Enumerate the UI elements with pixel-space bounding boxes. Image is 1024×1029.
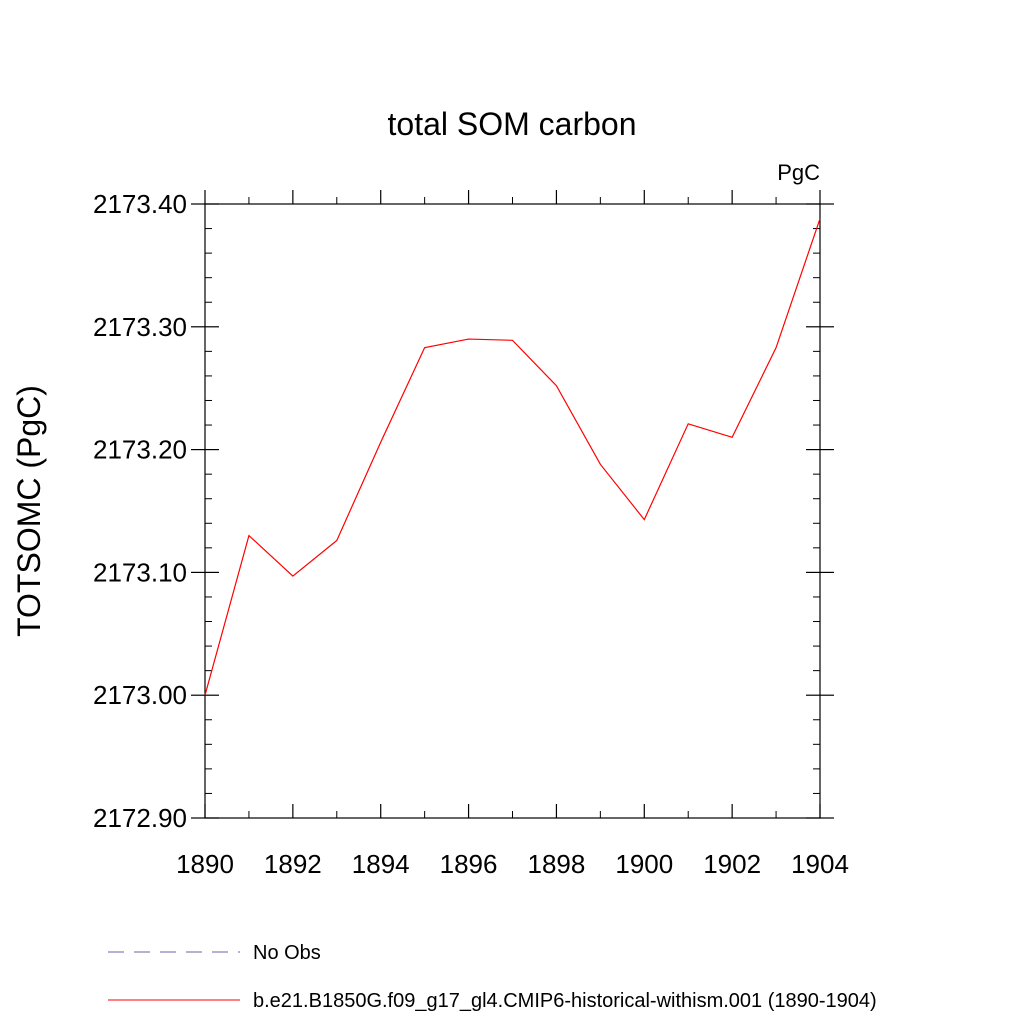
y-tick-label: 2173.40 (93, 189, 187, 219)
x-tick-label: 1898 (528, 849, 586, 879)
legend-label: No Obs (253, 942, 321, 964)
legend-label: b.e21.B1850G.f09_g17_gl4.CMIP6-historica… (253, 990, 877, 1012)
x-tick-label: 1890 (176, 849, 234, 879)
y-tick-label: 2172.90 (93, 803, 187, 833)
x-tick-label: 1892 (264, 849, 322, 879)
y-axis-label: TOTSOMC (PgC) (11, 385, 47, 637)
axis-ticks (191, 190, 834, 819)
series-lines (204, 218, 821, 696)
series-line (204, 218, 821, 696)
x-tick-labels: 1890 1892 1894 1896 1898 1900 1902 1904 (176, 849, 849, 879)
y-tick-label: 2173.00 (93, 680, 187, 710)
x-tick-label: 1894 (352, 849, 410, 879)
legend: No Obs b.e21.B1850G.f09_g17_gl4.CMIP6-his… (108, 942, 877, 1012)
y-tick-labels: 2172.90 2173.00 2173.10 2173.20 2173.30 2173.… (93, 189, 187, 833)
chart-title: total SOM carbon (388, 106, 637, 142)
y-tick-label: 2173.20 (93, 435, 187, 465)
x-tick-label: 1896 (440, 849, 498, 879)
x-tick-label: 1900 (615, 849, 673, 879)
y-tick-label: 2173.10 (93, 557, 187, 587)
y-tick-label: 2173.30 (93, 312, 187, 342)
units-label: PgC (777, 160, 820, 185)
x-tick-label: 1904 (791, 849, 849, 879)
x-tick-label: 1902 (703, 849, 761, 879)
plot-frame (204, 203, 821, 819)
